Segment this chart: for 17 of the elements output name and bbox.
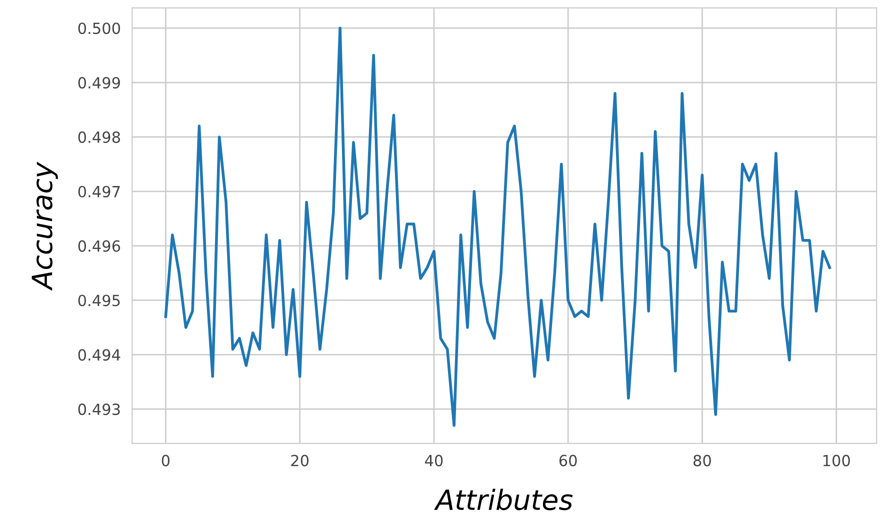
x-tick-label: 80 [694, 454, 711, 466]
y-tick-label: 0.493 [78, 404, 120, 416]
y-tick-label: 0.496 [78, 240, 120, 252]
x-tick-label: 100 [823, 454, 850, 466]
y-tick-label: 0.500 [78, 22, 120, 34]
x-tick-label: 40 [424, 454, 443, 466]
y-tick-label: 0.498 [78, 131, 120, 143]
x-tick-label: 0 [162, 454, 170, 466]
x-tick-label: 60 [559, 454, 577, 466]
y-tick-label: 0.497 [78, 186, 120, 198]
y-axis-title: Accuracy [32, 162, 58, 291]
line-series [164, 26, 832, 427]
y-tick-label: 0.495 [78, 294, 120, 306]
y-tick-label: 0.494 [78, 349, 120, 361]
y-tick-label: 0.499 [78, 76, 120, 89]
x-tick-label: 20 [291, 454, 309, 466]
x-axis-title: Attributes [434, 488, 573, 510]
